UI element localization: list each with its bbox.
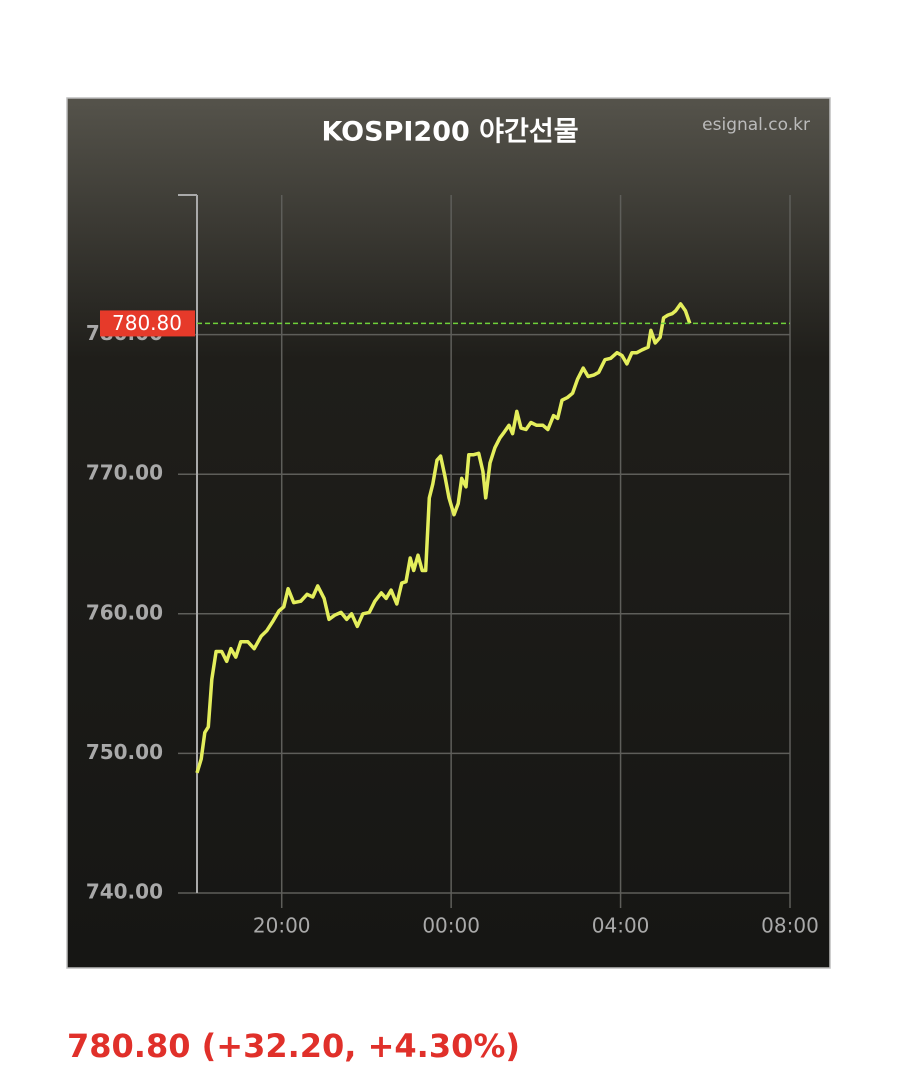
chart-title: KOSPI200 야간선물 (321, 117, 578, 148)
x-tick-label: 08:00 (761, 914, 819, 938)
last-price-badge (100, 310, 195, 337)
last-price-label: 780.80 (112, 311, 182, 335)
x-tick-label: 20:00 (253, 914, 311, 938)
x-tick-label: 04:00 (592, 914, 650, 938)
y-tick-label: 760.00 (86, 600, 163, 624)
source: esignal.co.kr (702, 115, 810, 135)
x-tick-label: 00:00 (422, 914, 480, 938)
summary: 780.80 (+32.20, +4.30%) (67, 1027, 520, 1065)
chart-panel (66, 97, 831, 969)
y-tick-label: 750.00 (86, 740, 163, 764)
y-tick-label: 770.00 (86, 461, 163, 485)
price-line (195, 302, 692, 774)
y-tick-label: 740.00 (86, 880, 163, 904)
